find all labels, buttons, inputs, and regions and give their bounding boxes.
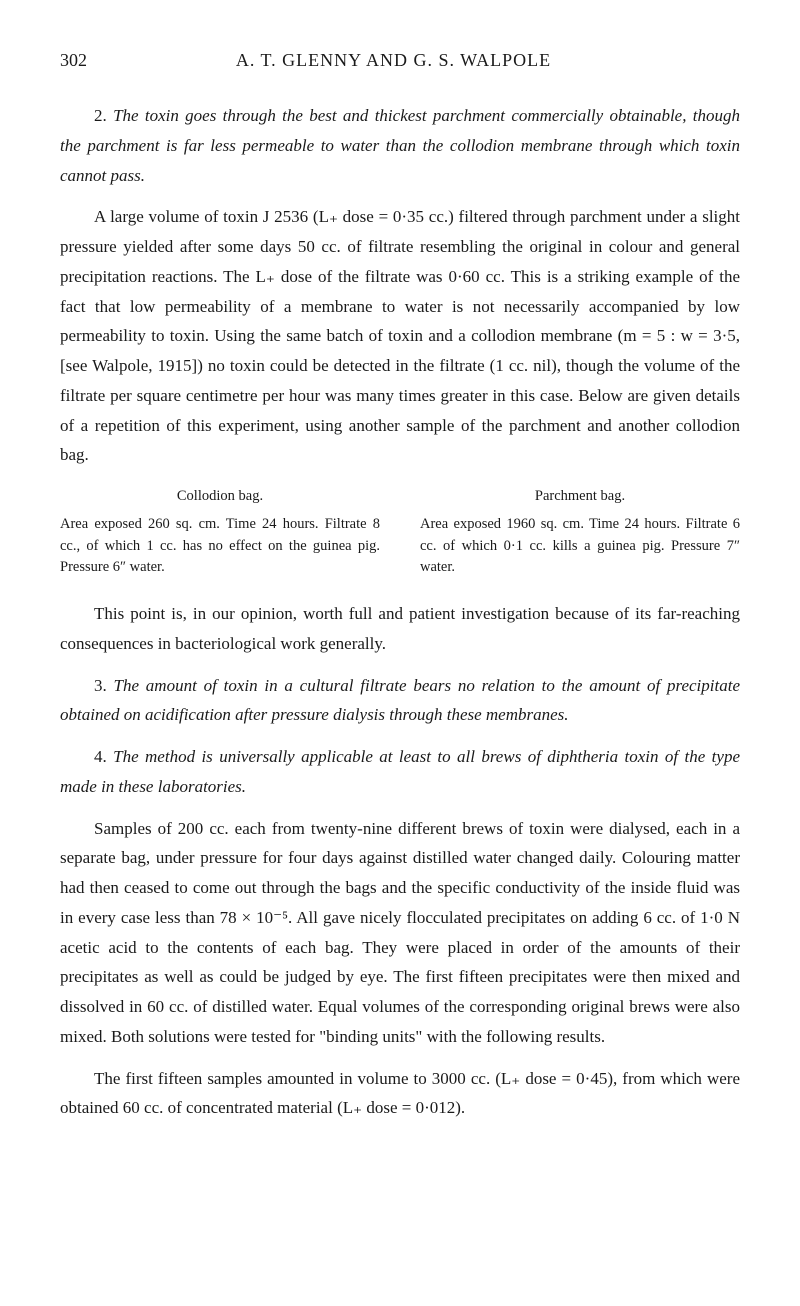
item-number-3: 3. — [94, 676, 114, 695]
collodion-column: Collodion bag. Area exposed 260 sq. cm. … — [60, 486, 380, 579]
paragraph-body-4b: The first fifteen samples amounted in vo… — [60, 1064, 740, 1124]
parchment-body: Area exposed 1960 sq. cm. Time 24 hours.… — [420, 514, 740, 579]
authors-heading: A. T. GLENNY AND G. S. WALPOLE — [87, 50, 700, 71]
paragraph-3: 3. The amount of toxin in a cultural fil… — [60, 671, 740, 731]
page-header: 302 A. T. GLENNY AND G. S. WALPOLE — [60, 50, 740, 71]
collodion-body: Area exposed 260 sq. cm. Time 24 hours. … — [60, 514, 380, 579]
item-number-4: 4. — [94, 747, 113, 766]
italic-statement-2: The toxin goes through the best and thic… — [60, 106, 740, 185]
paragraph-body-2: A large volume of toxin J 2536 (L₊ dose … — [60, 202, 740, 470]
parchment-heading: Parchment bag. — [420, 486, 740, 508]
paragraph-2: 2. The toxin goes through the best and t… — [60, 101, 740, 190]
paragraph-body-4a: Samples of 200 cc. each from twenty-nine… — [60, 814, 740, 1052]
paragraph-4: 4. The method is universally applicable … — [60, 742, 740, 802]
paragraph-conclusion-2: This point is, in our opinion, worth ful… — [60, 599, 740, 659]
parchment-column: Parchment bag. Area exposed 1960 sq. cm.… — [420, 486, 740, 579]
item-number-2: 2. — [94, 106, 113, 125]
italic-statement-4: The method is universally applicable at … — [60, 747, 740, 796]
italic-statement-3: The amount of toxin in a cultural filtra… — [60, 676, 740, 725]
comparison-columns: Collodion bag. Area exposed 260 sq. cm. … — [60, 486, 740, 579]
page-number: 302 — [60, 50, 87, 71]
collodion-heading: Collodion bag. — [60, 486, 380, 508]
